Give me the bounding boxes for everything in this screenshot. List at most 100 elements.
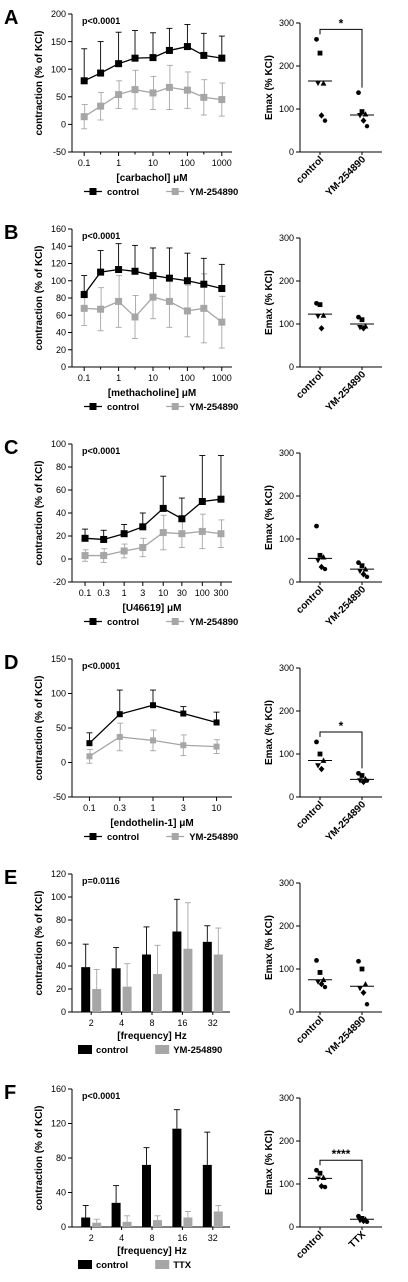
group-label: control [294, 1014, 326, 1046]
bracket-line [319, 731, 363, 769]
bar [172, 1128, 182, 1227]
data-point [150, 702, 156, 709]
series-treatment [86, 722, 221, 764]
y-tick-label: -20 [53, 577, 66, 587]
bar [92, 989, 102, 1012]
y-axis-label: contraction (% of KCl) [34, 1106, 45, 1211]
data-point [80, 113, 88, 121]
emax-point [356, 958, 361, 964]
data-point [115, 91, 123, 99]
legend-label: YM-254890 [189, 832, 238, 843]
y-tick-label: 300 [279, 663, 294, 673]
emax-point [320, 80, 327, 86]
legend: control YM-254890 [78, 1045, 222, 1056]
series-control [86, 689, 220, 747]
series-treatment [81, 513, 225, 563]
emax-point [322, 1184, 328, 1190]
x-axis-label: [methacholine] μM [108, 388, 196, 399]
data-point [213, 743, 220, 750]
bar [183, 1217, 193, 1227]
emax-point [317, 1170, 323, 1176]
group-label: YM-254890 [324, 799, 369, 844]
legend-marker-treatment [171, 188, 179, 195]
x-axis-label: [U46619] μM [123, 603, 182, 614]
legend-label: control [96, 1260, 128, 1271]
group-label: control [294, 1229, 326, 1261]
x-tick-label: 10 [158, 588, 168, 598]
group-label: YM-254890 [324, 584, 369, 629]
data-point [139, 544, 147, 551]
emax-point [318, 980, 325, 988]
legend-swatch-treatment [155, 1045, 170, 1054]
y-axis-label: contraction (% of KCl) [34, 676, 45, 781]
points-treatment [350, 90, 374, 129]
x-tick-label: 10 [148, 373, 158, 383]
x-axis-label: [carbachol] μM [116, 173, 187, 184]
x-tick-label: 10 [212, 803, 222, 813]
y-tick-label: 100 [51, 689, 66, 699]
bar [153, 974, 162, 1012]
y-tick-label: 0 [289, 147, 294, 157]
x-tick-label: 300 [213, 588, 228, 598]
y-tick-label: 0 [289, 362, 294, 372]
emax-point [360, 778, 367, 786]
data-point [149, 293, 157, 301]
legend-marker-control [89, 403, 97, 410]
emax-point [315, 979, 321, 985]
emax-point [356, 90, 361, 96]
emax-point [318, 1182, 325, 1190]
bar [213, 1211, 223, 1227]
emax-point [314, 36, 319, 42]
x-tick-label: 4 [119, 1018, 124, 1028]
legend-label: TTX [173, 1260, 192, 1271]
y-tick-label: 300 [279, 448, 294, 458]
legend-label: control [96, 1045, 128, 1056]
data-point [217, 530, 225, 538]
legend-marker-treatment [171, 403, 179, 410]
emax-point [357, 985, 363, 992]
x-tick-label: 1 [116, 373, 121, 383]
y-tick-label: 0 [61, 758, 66, 768]
bar [122, 986, 132, 1012]
y-tick-label: 200 [279, 491, 294, 501]
series-treatment [92, 902, 223, 1012]
data-point [116, 711, 123, 718]
data-point [183, 86, 191, 94]
data-point [218, 318, 226, 326]
y-tick-label: 80 [56, 915, 66, 925]
y-tick-label: 60 [56, 485, 66, 495]
data-point [115, 297, 123, 305]
significance-bracket: **** [319, 1147, 363, 1212]
emax-point [364, 574, 370, 579]
y-tick-label: 200 [279, 706, 294, 716]
data-point [131, 86, 139, 94]
data-point [131, 54, 139, 62]
x-tick-label: 8 [149, 1233, 154, 1243]
panel-letter-b: B [4, 222, 18, 244]
legend-swatch-control [78, 1260, 92, 1269]
emax-point [359, 966, 365, 972]
y-tick-label: -50 [53, 792, 66, 802]
series-treatment [92, 1204, 223, 1227]
data-point [80, 291, 88, 299]
bar [111, 968, 121, 1012]
emax-y-axis-label: Emax (% KCl) [264, 915, 275, 980]
significance-bracket: * [319, 16, 363, 88]
p-value-annotation: p<0.0001 [82, 661, 120, 671]
panel-e-main-chart: 0 20 40 60 80 100 120 contraction (% of KCl) 2 4 8… [34, 869, 230, 1056]
y-tick-label: 0 [61, 1007, 66, 1017]
data-point [150, 737, 156, 744]
y-tick-label: 0 [61, 362, 66, 372]
points-treatment [350, 560, 374, 579]
y-tick-label: 200 [51, 9, 66, 19]
emax-point [314, 739, 319, 745]
data-point [97, 69, 105, 77]
y-tick-label: 20 [56, 531, 66, 541]
emax-point [315, 558, 321, 564]
data-point [81, 534, 89, 542]
data-point [97, 305, 105, 313]
data-point [86, 753, 93, 760]
